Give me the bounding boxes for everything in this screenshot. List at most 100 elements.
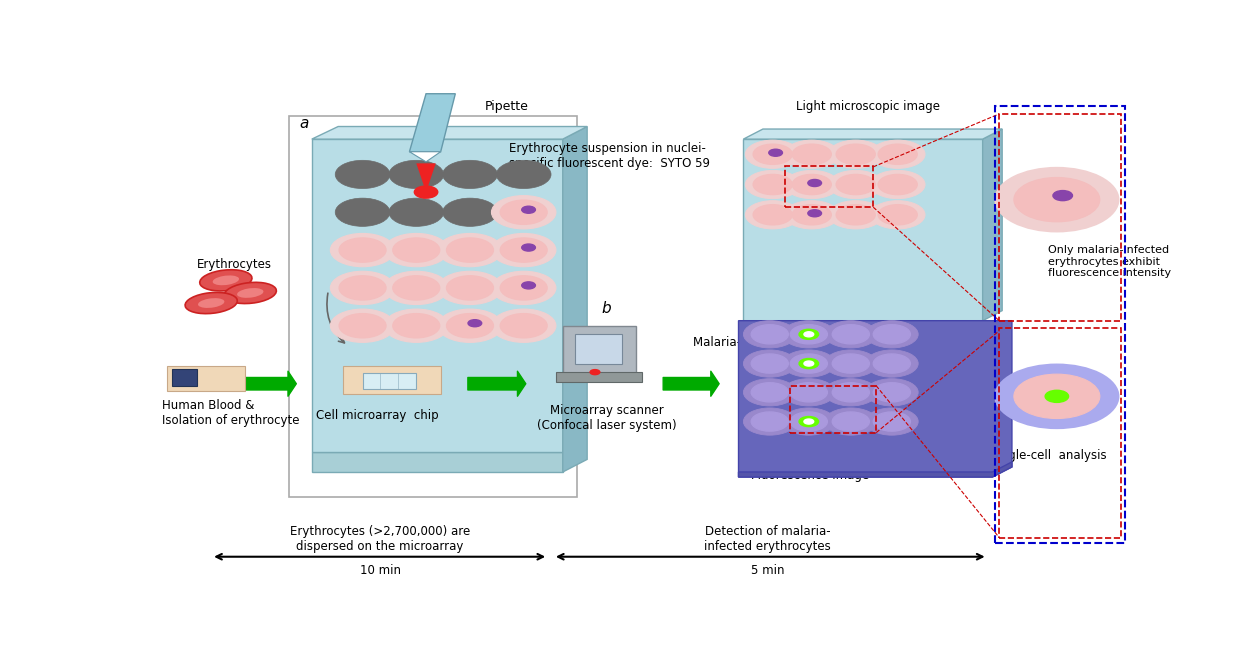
Circle shape bbox=[753, 204, 793, 225]
Polygon shape bbox=[311, 139, 563, 452]
Circle shape bbox=[866, 350, 919, 377]
Bar bbox=[173, 369, 197, 386]
Circle shape bbox=[790, 412, 828, 431]
Circle shape bbox=[389, 160, 444, 189]
Text: 10 min: 10 min bbox=[359, 564, 401, 577]
Circle shape bbox=[824, 379, 877, 406]
Circle shape bbox=[782, 379, 835, 406]
Text: c: c bbox=[748, 177, 757, 192]
Circle shape bbox=[837, 144, 876, 164]
Circle shape bbox=[500, 200, 547, 225]
Text: Pipette: Pipette bbox=[485, 100, 528, 113]
Circle shape bbox=[866, 408, 919, 435]
Circle shape bbox=[415, 186, 437, 198]
Circle shape bbox=[866, 321, 919, 348]
Bar bbox=[363, 373, 416, 389]
Text: Single-cell  analysis: Single-cell analysis bbox=[990, 449, 1106, 462]
Circle shape bbox=[743, 350, 796, 377]
Circle shape bbox=[785, 140, 839, 168]
Polygon shape bbox=[738, 321, 1012, 477]
Circle shape bbox=[743, 408, 796, 435]
Circle shape bbox=[828, 200, 883, 229]
Circle shape bbox=[442, 198, 498, 227]
Circle shape bbox=[995, 365, 1119, 428]
Circle shape bbox=[799, 417, 819, 426]
Circle shape bbox=[751, 383, 789, 402]
Polygon shape bbox=[743, 139, 983, 321]
Circle shape bbox=[446, 314, 494, 338]
Circle shape bbox=[442, 160, 498, 189]
Circle shape bbox=[522, 244, 536, 251]
Circle shape bbox=[393, 238, 440, 262]
Circle shape bbox=[491, 233, 556, 267]
Circle shape bbox=[467, 320, 481, 327]
Circle shape bbox=[871, 200, 925, 229]
Bar bbox=[563, 326, 636, 373]
Circle shape bbox=[785, 200, 839, 229]
Circle shape bbox=[330, 309, 394, 343]
Circle shape bbox=[1053, 191, 1072, 200]
Bar bbox=[999, 114, 1121, 321]
Circle shape bbox=[833, 383, 869, 402]
Circle shape bbox=[995, 168, 1119, 231]
Polygon shape bbox=[743, 129, 1002, 139]
Circle shape bbox=[1014, 374, 1100, 419]
Ellipse shape bbox=[185, 292, 237, 314]
Circle shape bbox=[799, 358, 819, 369]
Circle shape bbox=[878, 204, 917, 225]
Circle shape bbox=[496, 160, 551, 189]
Circle shape bbox=[746, 200, 800, 229]
Circle shape bbox=[753, 144, 793, 164]
Circle shape bbox=[446, 276, 494, 300]
Circle shape bbox=[437, 233, 503, 267]
Circle shape bbox=[837, 174, 876, 195]
Bar bbox=[995, 106, 1125, 542]
Text: Only malaria-infected
erythrocytes exhibit
fluorescence intensity: Only malaria-infected erythrocytes exhib… bbox=[1048, 245, 1172, 278]
Circle shape bbox=[873, 325, 911, 344]
Polygon shape bbox=[563, 126, 587, 472]
Circle shape bbox=[808, 179, 822, 187]
Circle shape bbox=[753, 174, 793, 195]
Circle shape bbox=[743, 379, 796, 406]
Ellipse shape bbox=[237, 288, 263, 298]
Circle shape bbox=[339, 276, 386, 300]
Ellipse shape bbox=[224, 282, 276, 303]
Text: b: b bbox=[602, 301, 611, 316]
Circle shape bbox=[871, 170, 925, 198]
Ellipse shape bbox=[198, 298, 224, 308]
Circle shape bbox=[873, 383, 911, 402]
Circle shape bbox=[782, 408, 835, 435]
Circle shape bbox=[522, 206, 536, 214]
Circle shape bbox=[790, 354, 828, 373]
Circle shape bbox=[833, 412, 869, 431]
Ellipse shape bbox=[200, 270, 252, 291]
Circle shape bbox=[837, 204, 876, 225]
Circle shape bbox=[339, 314, 386, 338]
Bar bbox=[790, 386, 876, 433]
Bar bbox=[556, 372, 641, 383]
Text: Detection of malaria-
infected erythrocytes: Detection of malaria- infected erythrocy… bbox=[704, 525, 832, 553]
Text: Fluorescence image: Fluorescence image bbox=[751, 470, 869, 483]
Circle shape bbox=[785, 170, 839, 198]
Circle shape bbox=[335, 198, 389, 227]
Polygon shape bbox=[343, 366, 441, 394]
Bar bbox=[999, 328, 1121, 538]
Polygon shape bbox=[168, 366, 246, 391]
Circle shape bbox=[491, 309, 556, 343]
Circle shape bbox=[393, 276, 440, 300]
Circle shape bbox=[799, 329, 819, 339]
Bar bbox=[290, 117, 577, 497]
Circle shape bbox=[384, 233, 449, 267]
Circle shape bbox=[339, 238, 386, 262]
Circle shape bbox=[384, 309, 449, 343]
Bar bbox=[785, 166, 873, 207]
Circle shape bbox=[808, 210, 822, 217]
Text: Cell microarray  chip: Cell microarray chip bbox=[316, 409, 438, 422]
Circle shape bbox=[769, 149, 782, 157]
Circle shape bbox=[782, 350, 835, 377]
Circle shape bbox=[790, 325, 828, 344]
Circle shape bbox=[878, 174, 917, 195]
Circle shape bbox=[793, 174, 832, 195]
Circle shape bbox=[751, 325, 789, 344]
Circle shape bbox=[500, 314, 547, 338]
